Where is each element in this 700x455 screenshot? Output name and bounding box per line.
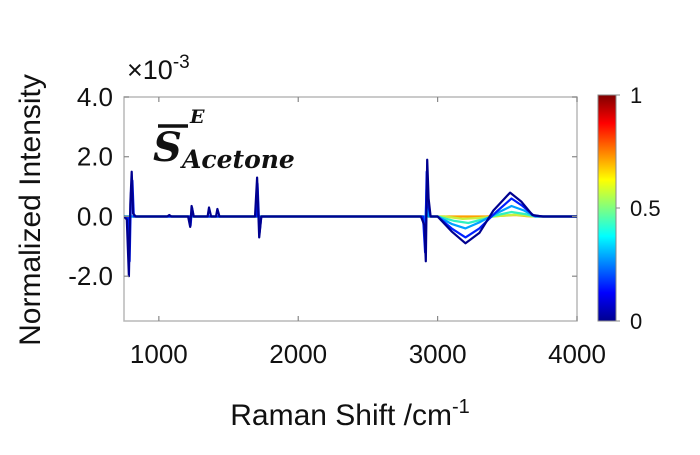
colorbar-ticks: 00.51 — [616, 83, 661, 334]
annotation-s-acetone: S E Acetone — [153, 106, 295, 174]
x-axis-title: Raman Shift /cm-1 — [230, 396, 470, 432]
y-multiplier-base: ×10 — [127, 55, 173, 85]
series-line-0 — [124, 158, 577, 278]
plot-area — [123, 96, 578, 322]
y-tick-label: -2.0 — [68, 261, 113, 291]
colorbar-tick-label: 0.5 — [630, 196, 661, 221]
x-axis-title-text: Raman Shift /cm — [230, 399, 452, 432]
y-multiplier: ×10-3 — [127, 52, 190, 85]
colorbar-tick-label: 1 — [630, 83, 642, 108]
x-tick-label: 3000 — [409, 339, 467, 369]
x-axis-title-exponent: -1 — [452, 396, 470, 418]
y-tick-label: 0.0 — [77, 201, 113, 231]
colorbar — [597, 94, 617, 322]
annotation-symbol: S — [153, 124, 182, 171]
x-tick-label: 4000 — [548, 339, 606, 369]
y-axis-title: Normalized Intensity — [14, 74, 47, 346]
series-layer — [124, 158, 577, 278]
x-tick-label: 1000 — [130, 339, 188, 369]
y-tick-label: 4.0 — [77, 82, 113, 112]
colorbar-tick-label: 0 — [630, 309, 642, 334]
y-axis-ticks: 4.0 2.0 0.0 -2.0 — [68, 82, 577, 291]
y-multiplier-exponent: -3 — [173, 52, 190, 73]
annotation-superscript: E — [189, 106, 205, 128]
y-tick-label: 2.0 — [77, 142, 113, 172]
x-axis-ticks: 1000 2000 3000 4000 — [130, 97, 606, 369]
x-tick-label: 2000 — [269, 339, 327, 369]
annotation-subscript: Acetone — [180, 145, 295, 174]
